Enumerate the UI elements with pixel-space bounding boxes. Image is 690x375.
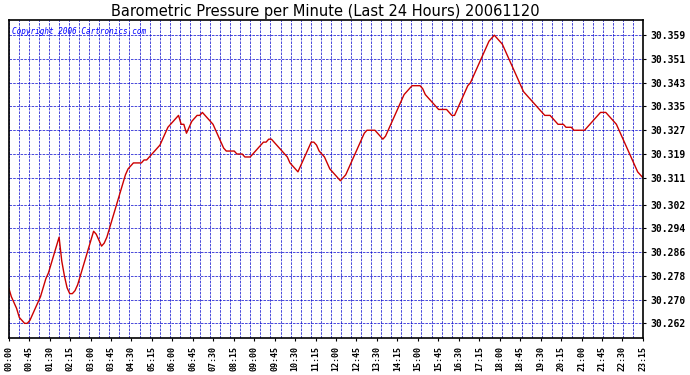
Text: Copyright 2006 Cartronics.com: Copyright 2006 Cartronics.com (12, 27, 146, 36)
Title: Barometric Pressure per Minute (Last 24 Hours) 20061120: Barometric Pressure per Minute (Last 24 … (112, 4, 540, 19)
